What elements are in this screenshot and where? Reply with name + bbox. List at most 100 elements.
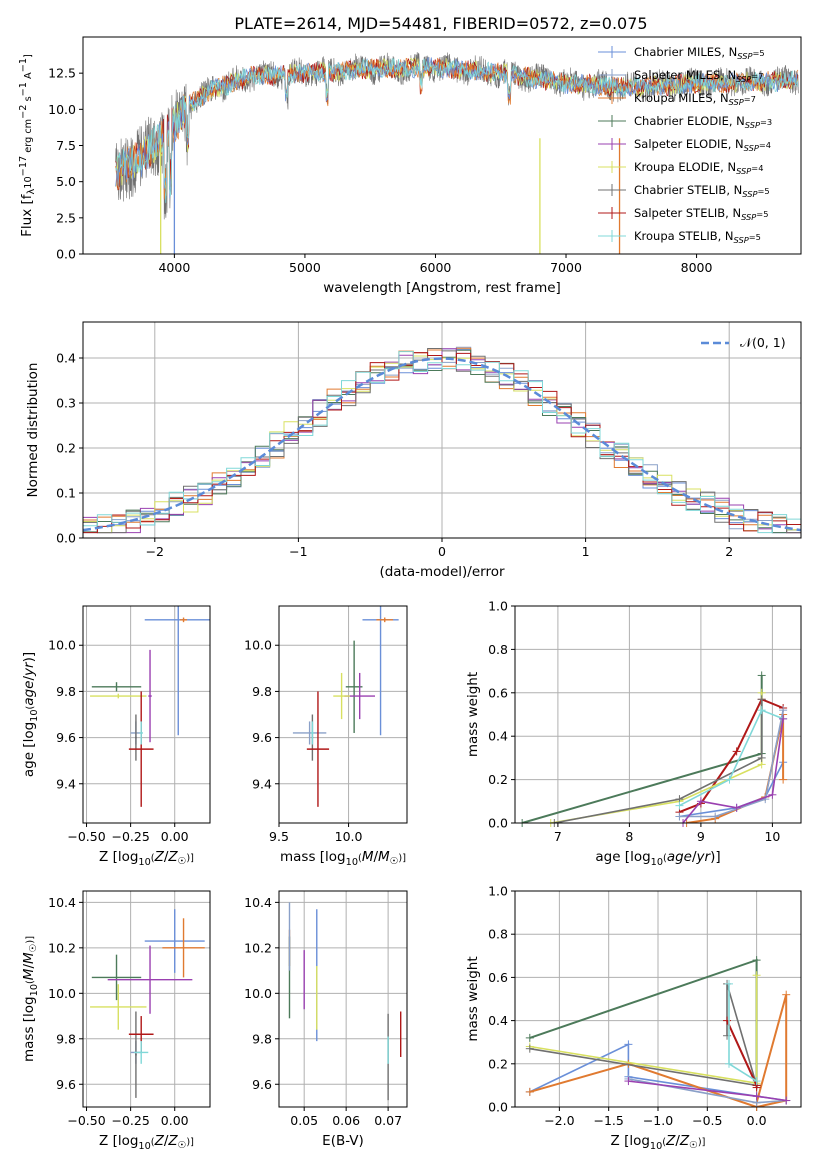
y-tick-label: 0.0	[488, 1100, 508, 1115]
weight-line-chabrier_stelib	[529, 983, 758, 1087]
x-tick-label: 0.05	[290, 1113, 318, 1128]
label-part: Salpeter ELODIE, N	[634, 137, 744, 151]
label-part: ☉	[178, 1140, 187, 1151]
plot-weight_vs_Z: −2.0 −1.5 −1.0 −0.5 0.0 0.0 0.2 0.4 0.6 0.8 1.0 Z […	[465, 884, 802, 1152]
y-tick-label: 0.2	[488, 1056, 508, 1071]
y-tick-label: 10.0	[244, 638, 272, 653]
x-tick-label: 9.5	[269, 829, 289, 844]
legend-entry-salpeter_elodie: Salpeter ELODIE, NSSP=4	[634, 137, 771, 153]
label-part: yr	[696, 849, 712, 865]
label-part: Kroupa STELIB, N	[634, 229, 734, 243]
y-tick-label: 9.4	[56, 776, 76, 791]
legend-entry-chabrier_elodie: Chabrier ELODIE, NSSP=3	[634, 114, 772, 130]
x-tick-label: 10.0	[335, 829, 363, 844]
label-part: Chabrier ELODIE, N	[634, 114, 745, 128]
label-part: ☉	[28, 944, 39, 953]
legend-entry-salpeter_miles: Salpeter MILES, NSSP=7	[634, 68, 763, 84]
label-part: )]	[25, 936, 36, 944]
label-part: Chabrier STELIB, N	[634, 183, 742, 197]
spectrum-line-kroupa_stelib	[115, 57, 799, 203]
label-part: ☉	[689, 1140, 698, 1151]
label-part: ]	[23, 54, 34, 58]
label-part: −1	[18, 58, 29, 72]
label-part: −17	[18, 156, 29, 177]
label-part: Z	[679, 1133, 690, 1149]
label-part: Chabrier MILES, N	[634, 45, 737, 59]
label-part: Z [log	[99, 849, 138, 865]
y-tick-label: 9.8	[252, 684, 272, 699]
x-tick-label: 9	[697, 829, 705, 844]
label-part: A	[23, 72, 34, 82]
y-tick-label: 2.5	[56, 210, 76, 225]
y-tick-label: 5.0	[56, 174, 76, 189]
axes-frame	[82, 605, 211, 824]
label-part: Z	[665, 1133, 676, 1149]
figure-title: PLATE=2614, MJD=54481, FIBERID=0572, z=0…	[234, 14, 647, 33]
y-tick-label: 0.8	[488, 927, 508, 942]
x-tick-label: −0.5	[692, 1113, 722, 1128]
label-part: SSP	[742, 189, 757, 199]
label-part: 10	[138, 857, 150, 868]
label-part: )]	[186, 1137, 194, 1148]
label-part: (	[662, 1137, 666, 1148]
x-tick-label: −0.50	[67, 829, 105, 844]
label-part: (	[151, 853, 155, 864]
weight-line-kroupa_miles	[529, 994, 788, 1107]
y-tick-label: 0.0	[56, 247, 76, 262]
label-part: =5	[757, 186, 769, 196]
label-part: 10	[650, 1141, 662, 1152]
x-tick-label: 0.00	[161, 829, 189, 844]
axes-frame	[278, 890, 408, 1108]
label-part: (	[151, 1137, 155, 1148]
label-part: Salpeter MILES, N	[634, 68, 736, 82]
y-tick-label: 7.5	[56, 138, 76, 153]
label-part: Z [log	[99, 1133, 138, 1149]
x-tick-label: −1.5	[594, 1113, 624, 1128]
label-part: SSP	[741, 212, 756, 222]
x-tick-label: −2	[146, 544, 164, 559]
x-axis-label: Z [log10(Z/Z☉)]	[99, 849, 194, 868]
label-part: age	[667, 849, 692, 865]
label-part: M	[362, 849, 374, 865]
x-axis-label: mass [log10(M/M☉)]	[280, 849, 406, 868]
label-part: mass [log	[21, 996, 37, 1062]
legend-entry-chabrier_stelib: Chabrier STELIB, NSSP=5	[634, 183, 770, 199]
x-tick-label: 2	[725, 544, 733, 559]
y-tick-label: 0.1	[56, 486, 76, 501]
label-part: SSP	[737, 51, 752, 61]
x-tick-label: −0.25	[111, 1113, 149, 1128]
x-tick-label: −0.50	[67, 1113, 105, 1128]
y-axis-label: age [log10(age/yr)]	[21, 652, 40, 777]
label-part: Flux [f	[19, 193, 35, 237]
plot-mass_vs_Z: −0.50 −0.25 0.009.69.810.010.210.4Z [log10…	[21, 890, 211, 1152]
label-part: /	[21, 964, 37, 969]
y-tick-label: 10.2	[244, 940, 272, 955]
y-tick-label: 0.3	[56, 396, 76, 411]
label-part: /	[21, 676, 37, 681]
y-tick-label: 9.8	[252, 1031, 272, 1046]
label-part: /	[692, 849, 697, 865]
axes-frame	[278, 605, 408, 824]
y-axis-label: mass [log10(M/M☉)]	[21, 936, 40, 1062]
label-part: )]	[710, 849, 721, 865]
x-tick-label: −1.0	[643, 1113, 673, 1128]
y-tick-label: 12.5	[48, 66, 76, 81]
label-part: M	[21, 968, 37, 980]
y-axis-label: Normed distribution	[25, 363, 41, 498]
x-tick-label: 6000	[420, 260, 452, 275]
y-tick-label: 9.6	[252, 1077, 272, 1092]
label-part: )]	[21, 652, 37, 663]
x-axis-label: E(B-V)	[322, 1133, 364, 1149]
label-part: yr	[21, 661, 37, 677]
label-part: =7	[744, 94, 756, 104]
y-tick-label: 0.0	[488, 816, 508, 831]
x-axis-label: Z [log10(Z/Z☉)]	[99, 1133, 194, 1152]
label-part: =4	[759, 140, 771, 150]
x-tick-label: 0.07	[374, 1113, 402, 1128]
plot-spectrum: 4000 5000 6000 7000 8000 0.0 2.5 5.0 7.5 10.0 12.5…	[18, 36, 802, 296]
label-part: (	[358, 853, 362, 864]
gaussian-curve	[83, 357, 801, 532]
label-part: =4	[751, 163, 763, 173]
